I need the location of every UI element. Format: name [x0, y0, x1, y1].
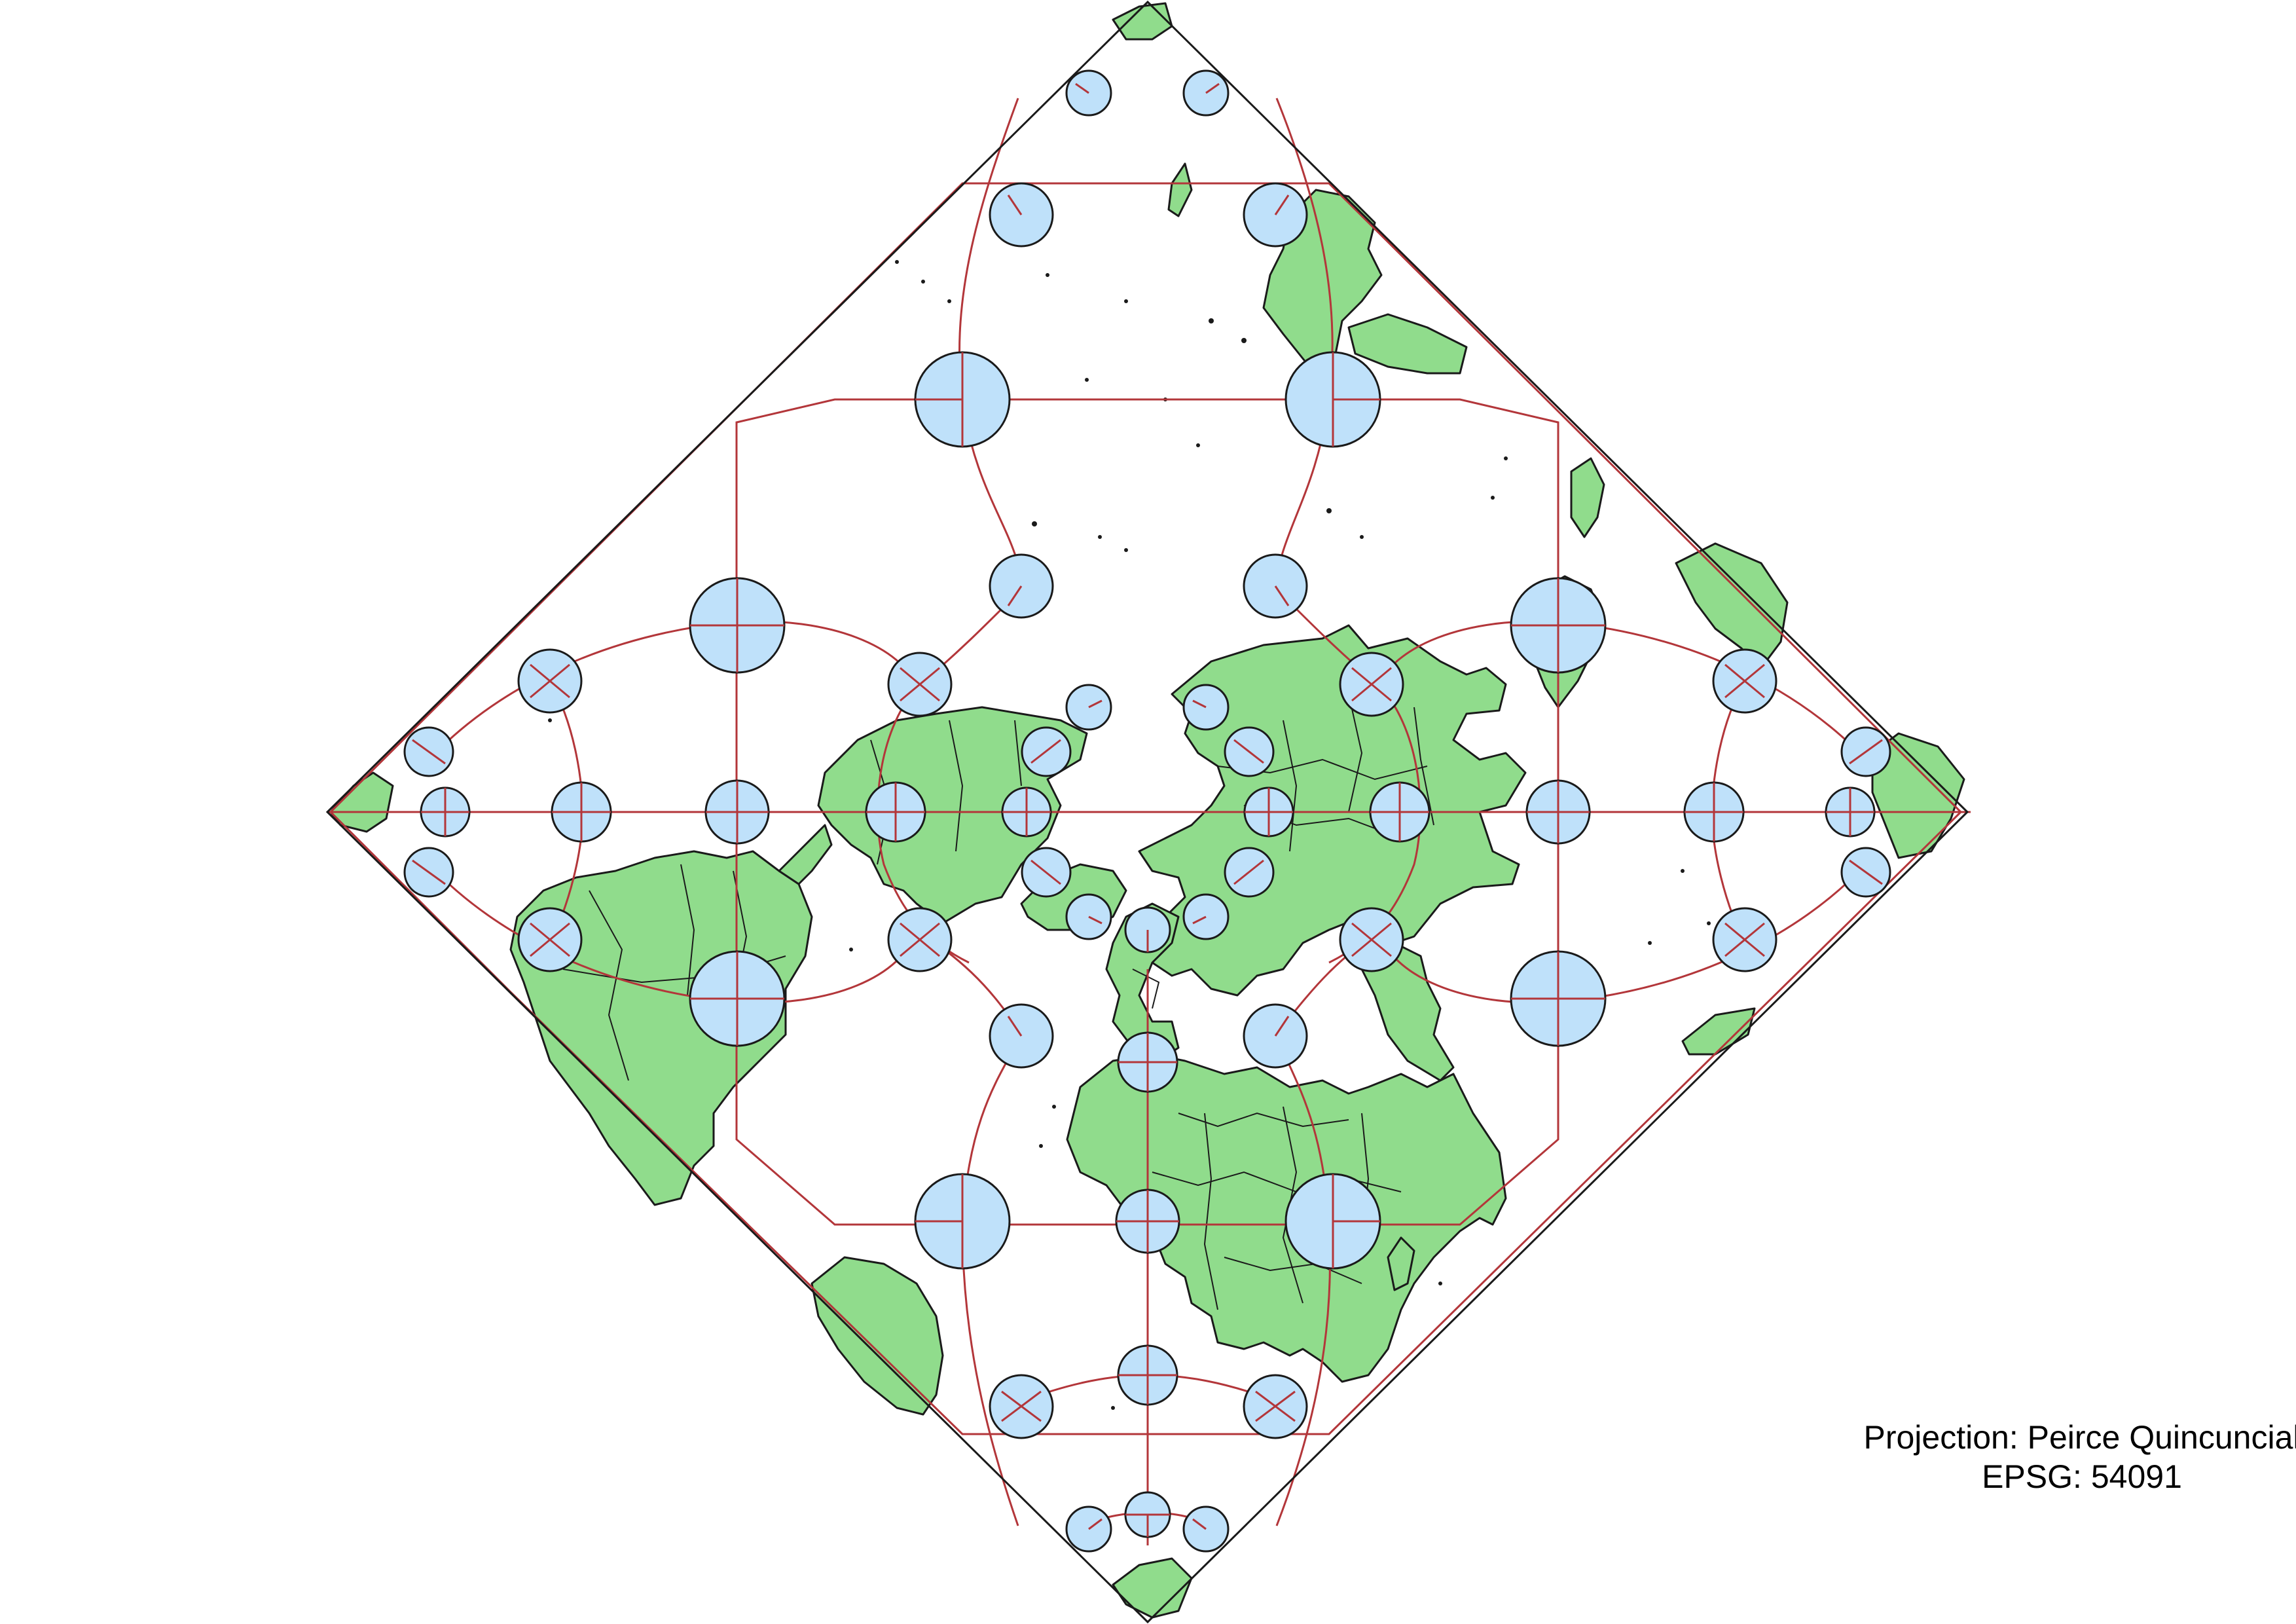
epsg-label: EPSG: 54091 — [1982, 1458, 2182, 1495]
indicatrix — [1224, 726, 1275, 777]
land-indonesia — [1347, 313, 1468, 375]
indicatrix — [989, 1003, 1054, 1069]
indicatrix — [1243, 786, 1294, 838]
indicatrix — [1825, 786, 1876, 838]
indicatrix — [1182, 1505, 1230, 1553]
indicatrix — [517, 648, 583, 714]
indicatrix — [420, 786, 471, 838]
land-southeast-asia — [1675, 542, 1789, 669]
indicatrix — [989, 553, 1054, 619]
land-new-zealand — [1167, 162, 1193, 217]
indicatrix — [865, 781, 926, 843]
indicatrix — [1510, 950, 1607, 1047]
indicatrix — [887, 652, 953, 717]
indicatrix — [1115, 1189, 1180, 1254]
land-antarctica-right — [1681, 1007, 1756, 1056]
indicatrix — [1001, 786, 1052, 838]
indicatrix — [989, 1374, 1054, 1439]
indicatrix — [1117, 1031, 1178, 1093]
land-japan — [1570, 457, 1605, 538]
indicatrix — [914, 351, 1011, 448]
projection-caption: Projection: Peirce Quincuncial EPSG: 540… — [1735, 1418, 2296, 1496]
indicatrix — [1243, 182, 1308, 248]
land-madagascar — [1387, 1236, 1415, 1291]
indicatrix — [1683, 781, 1745, 843]
indicatrix — [1840, 726, 1891, 777]
indicatrix — [403, 726, 454, 777]
indicatrix — [1182, 69, 1230, 117]
indicatrix — [1182, 684, 1230, 731]
indicatrix — [1339, 652, 1404, 717]
indicatrix — [704, 779, 770, 845]
land-antarctica-tip — [1112, 1557, 1193, 1619]
projection-label: Projection: Peirce Quincuncial — [1863, 1419, 2296, 1456]
indicatrix — [517, 907, 583, 972]
indicatrix — [1065, 893, 1112, 940]
indicatrix — [1124, 906, 1171, 953]
indicatrix — [1525, 779, 1591, 845]
indicatrix — [551, 781, 612, 843]
indicatrix — [1021, 726, 1072, 777]
indicatrix — [689, 950, 786, 1047]
indicatrix — [1285, 1173, 1381, 1270]
indicatrix — [1369, 781, 1430, 843]
indicatrix — [1712, 907, 1777, 972]
indicatrix — [1243, 1374, 1308, 1439]
indicatrix — [989, 182, 1054, 248]
indicatrix — [914, 1173, 1011, 1270]
indicatrix — [1840, 847, 1891, 898]
land-australia-right — [1871, 732, 1965, 859]
land-antarctica-bottom — [811, 1256, 944, 1416]
indicatrix — [1065, 69, 1112, 117]
land-central-america — [778, 824, 833, 885]
indicatrix — [1182, 893, 1230, 940]
indicatrix — [1117, 1344, 1178, 1406]
indicatrix — [1339, 907, 1404, 972]
land-eurasia — [1125, 624, 1527, 997]
land-antarctica-top — [1112, 2, 1173, 41]
indicatrix — [1065, 1505, 1112, 1553]
indicatrix — [1243, 1003, 1308, 1069]
indicatrix — [1712, 648, 1777, 714]
country-borders — [562, 693, 1434, 1310]
indicatrix — [689, 577, 786, 674]
indicatrix — [887, 907, 953, 972]
indicatrix — [1243, 553, 1308, 619]
indicatrix — [1065, 684, 1112, 731]
indicatrix — [1124, 1491, 1171, 1538]
indicatrix — [1285, 351, 1381, 448]
map-frame — [325, 0, 1969, 1624]
indicatrix — [1021, 847, 1072, 898]
indicatrix — [403, 847, 454, 898]
indicatrix — [1224, 847, 1275, 898]
tissot-indicatrices — [403, 69, 1891, 1553]
indicatrix — [1510, 577, 1607, 674]
